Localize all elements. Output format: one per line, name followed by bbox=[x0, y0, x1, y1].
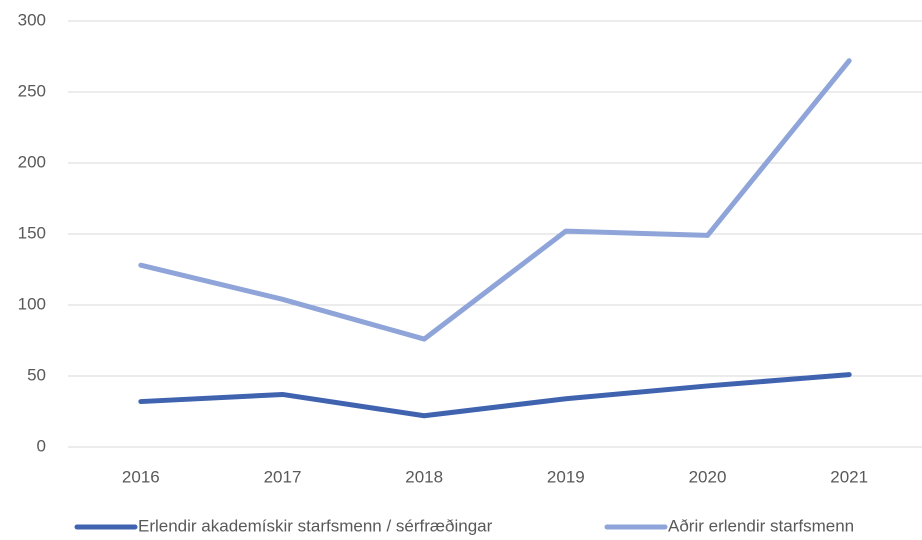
x-tick-label: 2017 bbox=[264, 467, 302, 486]
y-tick-label: 0 bbox=[37, 436, 46, 455]
x-tick-label: 2019 bbox=[547, 467, 585, 486]
series-line bbox=[138, 58, 852, 342]
x-tick-label: 2021 bbox=[830, 467, 868, 486]
y-tick-label: 300 bbox=[18, 10, 46, 29]
x-tick-label: 2016 bbox=[122, 467, 160, 486]
legend-label: Erlendir akademískir starfsmenn / sérfræ… bbox=[138, 516, 493, 535]
x-tick-label: 2020 bbox=[689, 467, 727, 486]
y-tick-label: 150 bbox=[18, 223, 46, 242]
legend-label: Aðrir erlendir starfsmenn bbox=[668, 516, 854, 535]
series-line bbox=[138, 372, 852, 419]
x-tick-label: 2018 bbox=[405, 467, 443, 486]
y-tick-label: 50 bbox=[27, 365, 46, 384]
y-tick-label: 200 bbox=[18, 152, 46, 171]
y-tick-label: 250 bbox=[18, 81, 46, 100]
y-tick-label: 100 bbox=[18, 294, 46, 313]
